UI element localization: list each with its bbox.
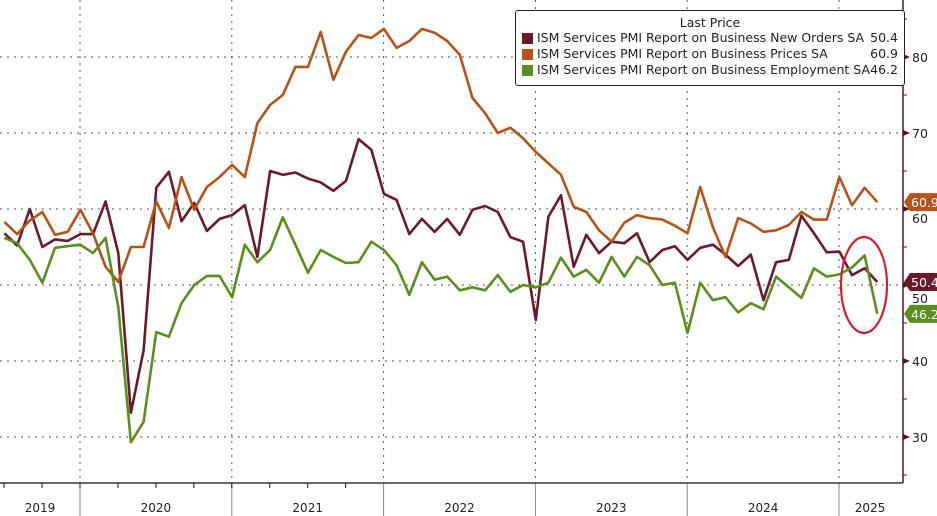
- series-line-prices: [3, 27, 879, 284]
- last-value-label: 60.9: [911, 195, 937, 210]
- last-value-label: 50.4: [911, 275, 937, 290]
- y-tick-marker: [903, 358, 910, 364]
- x-tick-label: 2020: [141, 501, 172, 515]
- highlight-ellipse: [839, 235, 889, 335]
- legend-label: ISM Services PMI Report on Business Empl…: [537, 62, 871, 77]
- y-tick-label: 70: [912, 126, 928, 141]
- legend-title: Last Price: [679, 15, 741, 30]
- last-value-tag: [904, 272, 937, 291]
- legend-label: ISM Services PMI Report on Business New …: [537, 30, 865, 45]
- legend-value: 46.2: [870, 62, 898, 77]
- legend-value: 60.9: [870, 46, 898, 61]
- legend-swatch: [522, 64, 533, 76]
- series-line-employment: [3, 216, 879, 444]
- last-value-label: 46.2: [911, 307, 937, 322]
- x-tick-label: 2021: [292, 501, 323, 515]
- y-tick-marker: [903, 206, 910, 212]
- last-value-tag: [904, 193, 937, 212]
- y-tick-label: 30: [912, 430, 928, 445]
- legend-swatch: [522, 32, 533, 44]
- x-tick-label: 2025: [855, 501, 886, 515]
- y-tick-marker: [903, 130, 910, 136]
- x-tick-label: 2022: [444, 501, 475, 515]
- legend-item-new-orders: ISM Services PMI Report on Business New …: [522, 30, 898, 46]
- x-tick-label: 2024: [748, 501, 779, 515]
- legend: Last Price ISM Services PMI Report on Bu…: [515, 10, 905, 86]
- legend-value: 50.4: [870, 30, 898, 45]
- y-tick-label: 50: [912, 291, 928, 306]
- y-tick-marker: [903, 434, 910, 440]
- legend-label: ISM Services PMI Report on Business Pric…: [537, 46, 828, 61]
- last-value-tag: [904, 304, 937, 323]
- y-tick-label: 40: [912, 354, 928, 369]
- x-tick-label: 2019: [25, 501, 56, 515]
- y-tick-label: 60: [912, 211, 928, 226]
- series-line-new-orders: [3, 137, 879, 415]
- y-tick-label: 80: [912, 50, 928, 65]
- legend-item-employment: ISM Services PMI Report on Business Empl…: [522, 62, 898, 78]
- x-tick-label: 2023: [596, 501, 627, 515]
- legend-swatch: [522, 48, 533, 60]
- legend-item-prices: ISM Services PMI Report on Business Pric…: [522, 46, 898, 62]
